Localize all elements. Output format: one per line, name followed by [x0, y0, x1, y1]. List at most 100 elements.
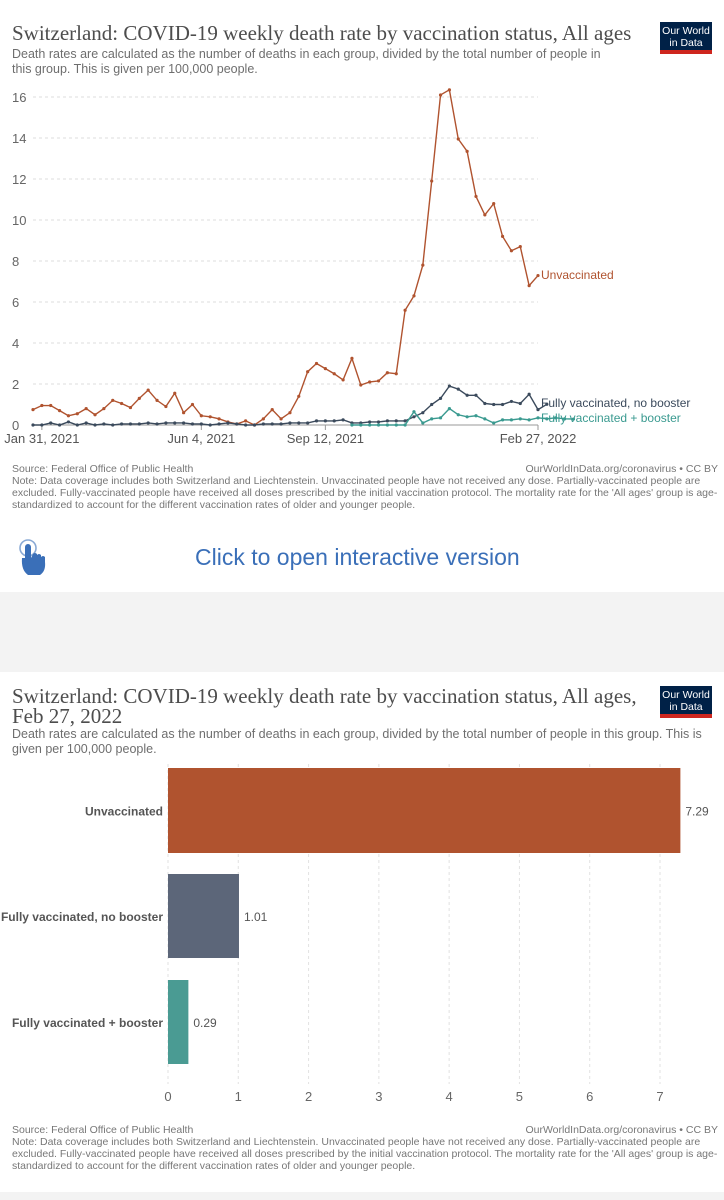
logo-line-2: in Data — [669, 37, 703, 49]
series-line — [32, 88, 539, 426]
series-line — [33, 385, 548, 426]
data-point — [190, 402, 195, 407]
bar — [168, 980, 189, 1064]
data-point — [49, 403, 53, 408]
bar-chart-title-line-1: Switzerland: COVID-19 weekly death rate … — [12, 684, 637, 708]
data-point — [332, 419, 336, 423]
data-point — [492, 202, 496, 206]
data-point — [403, 419, 407, 423]
data-point — [509, 399, 514, 404]
data-point — [456, 387, 460, 391]
data-point — [146, 421, 150, 425]
source-url-link[interactable]: OurWorldInData.org/coronavirus • CC BY — [525, 463, 718, 475]
x-tick-label: Jun 4, 2021 — [167, 431, 235, 446]
data-point — [119, 422, 124, 426]
data-point — [128, 405, 133, 410]
bar-chart: Unvaccinated 7.29 Fully vaccinated, no boo… — [1, 764, 709, 1104]
interactive-link-bar[interactable] — [0, 522, 724, 592]
source-text: Source: Federal Office of Public Health — [12, 1124, 194, 1136]
x-tick-label: 7 — [656, 1089, 663, 1104]
data-point — [483, 213, 487, 217]
data-point — [40, 403, 44, 408]
data-point — [456, 413, 460, 417]
bar — [168, 768, 681, 853]
data-point — [306, 421, 310, 425]
data-point — [297, 394, 301, 398]
data-point — [474, 194, 478, 199]
data-point — [164, 404, 168, 409]
data-point — [164, 421, 168, 425]
series-lines — [31, 88, 576, 427]
data-point — [421, 263, 425, 267]
data-point — [137, 422, 141, 426]
data-point — [199, 414, 203, 418]
chart-note: Note: Data coverage includes both Switze… — [12, 475, 718, 511]
data-point — [527, 284, 531, 288]
data-point — [394, 372, 398, 376]
data-point — [146, 388, 150, 392]
data-point — [57, 423, 62, 427]
source-text: Source: Federal Office of Public Health — [12, 463, 194, 475]
bar — [168, 874, 239, 958]
data-point — [430, 402, 434, 407]
data-point — [261, 417, 265, 421]
data-point — [306, 370, 310, 374]
data-point — [155, 422, 159, 426]
data-point — [385, 419, 389, 423]
data-point — [368, 380, 372, 384]
data-point — [111, 423, 115, 427]
data-point — [492, 421, 496, 425]
panel-separator-bottom — [0, 1192, 724, 1200]
y-tick-label: 4 — [12, 336, 19, 351]
open-interactive-link[interactable]: Click to open interactive version — [195, 544, 520, 570]
y-tick-label: 6 — [12, 295, 19, 310]
data-point — [403, 308, 407, 312]
data-point — [474, 393, 478, 397]
data-point — [509, 418, 514, 422]
data-point — [500, 402, 505, 407]
data-point — [518, 401, 522, 406]
pointer-hand-icon[interactable] — [16, 538, 48, 578]
data-point — [438, 396, 443, 400]
bars: Unvaccinated 7.29 Fully vaccinated, no boo… — [1, 768, 709, 1064]
line-chart: 0 2 4 6 8 10 12 14 16 Jan 31, 2021 Jun 4, 2021 Sep… — [4, 88, 690, 446]
data-point — [288, 421, 292, 425]
data-point — [394, 423, 398, 427]
data-point — [323, 367, 327, 371]
source-url-link[interactable]: OurWorldInData.org/coronavirus • CC BY — [525, 1124, 718, 1136]
data-point — [208, 423, 212, 427]
data-point — [270, 408, 274, 412]
data-point — [554, 416, 558, 420]
data-point — [562, 417, 567, 421]
data-point — [412, 415, 416, 419]
line-chart-panel: Switzerland: COVID-19 weekly death rate … — [0, 0, 724, 522]
logo-line-2: in Data — [669, 701, 703, 713]
data-point — [93, 423, 97, 427]
y-tick-label: 16 — [12, 90, 26, 105]
data-point — [84, 421, 88, 425]
data-point — [66, 420, 71, 424]
data-point — [252, 423, 257, 427]
data-point — [93, 413, 97, 417]
owid-logo[interactable]: Our World in Data — [660, 686, 712, 718]
data-point — [465, 415, 469, 419]
logo-line-1: Our World — [662, 25, 710, 37]
x-axis-ticks: 0 1 2 3 4 5 6 7 — [164, 1089, 663, 1104]
data-point — [421, 421, 425, 425]
data-point — [137, 396, 141, 400]
data-point — [571, 417, 576, 421]
y-tick-label: 14 — [12, 131, 26, 146]
data-point — [536, 273, 540, 278]
data-point — [447, 384, 452, 388]
data-point — [182, 411, 186, 415]
category-label: Unvaccinated — [85, 805, 163, 819]
data-point — [341, 378, 345, 382]
data-point — [465, 149, 469, 153]
owid-logo[interactable]: Our World in Data — [660, 22, 712, 54]
data-point — [341, 418, 345, 422]
logo-line-1: Our World — [662, 689, 710, 701]
data-point — [412, 410, 416, 414]
data-point — [465, 393, 469, 397]
bar-chart-footer: Source: Federal Office of Public Health … — [12, 1124, 718, 1136]
data-point — [57, 409, 62, 413]
